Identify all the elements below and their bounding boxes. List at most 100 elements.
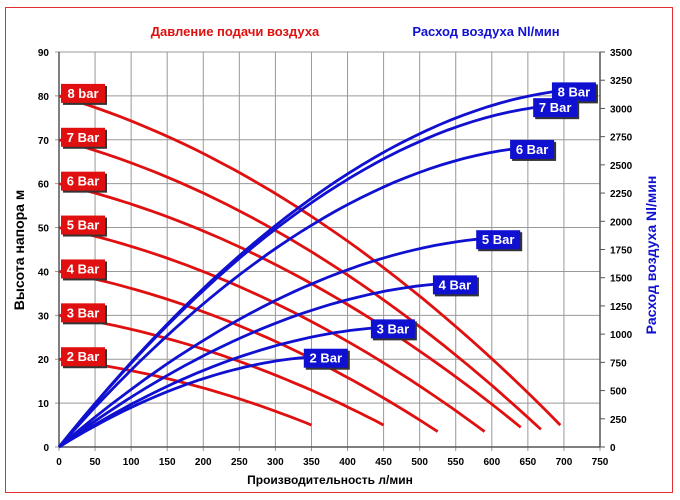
airflow-label: 3 Bar <box>370 319 417 341</box>
label-box <box>370 319 415 339</box>
y-right-tick-label: 250 <box>610 415 627 426</box>
label-text: 6 Bar <box>67 174 100 189</box>
y-right-tick-label: 3500 <box>610 48 633 59</box>
y-right-axis-label: Расход воздуха Nl/мин <box>643 176 659 335</box>
y-right-tick-label: 1250 <box>610 302 633 313</box>
x-tick-label: 500 <box>411 457 428 468</box>
y-right-tick-label: 1000 <box>610 330 633 341</box>
label-text: 5 Bar <box>482 232 515 247</box>
label-text: 7 Bar <box>539 100 572 115</box>
label-text: 8 bar <box>67 86 98 101</box>
label-box <box>303 348 348 368</box>
y-right-tick-label: 0 <box>610 443 616 454</box>
x-tick-label: 100 <box>123 457 140 468</box>
y-right-tick-label: 3250 <box>610 76 633 87</box>
y-right-tick-label: 2250 <box>610 189 633 200</box>
airflow-label: 7 Bar <box>533 98 580 120</box>
title-airflow: Расход воздуха Nl/мин <box>412 24 559 39</box>
pressure-label: 2 Bar <box>61 347 107 369</box>
x-tick-label: 50 <box>90 457 102 468</box>
label-text: 8 Bar <box>558 84 591 99</box>
label-box <box>533 98 578 118</box>
x-tick-label: 650 <box>520 457 537 468</box>
pressure-label: 5 Bar <box>61 215 107 237</box>
y-right-tick-label: 2500 <box>610 161 633 172</box>
airflow-curve-2-bar <box>58 355 316 449</box>
airflow-label: 2 Bar <box>303 348 350 370</box>
title-pressure: Давление подачи воздуха <box>151 24 320 39</box>
x-tick-label: 750 <box>592 457 609 468</box>
airflow-label: 8 Bar <box>551 82 598 104</box>
label-box <box>476 230 521 250</box>
pressure-curve-4-bar <box>58 270 439 433</box>
y-right-tick-label: 1500 <box>610 274 633 285</box>
airflow-label: 4 Bar <box>432 275 479 297</box>
label-text: 5 Bar <box>67 218 100 233</box>
label-text: 2 Bar <box>67 349 100 364</box>
label-box <box>61 259 105 279</box>
label-box <box>551 82 596 102</box>
y-left-axis-label: Высота напора м <box>11 190 27 310</box>
x-tick-label: 450 <box>375 457 392 468</box>
x-tick-label: 150 <box>159 457 176 468</box>
y-left-tick-label: 0 <box>43 443 49 454</box>
pressure-label: 7 Bar <box>61 127 107 149</box>
airflow-curve-6-bar <box>57 146 523 448</box>
x-tick-label: 300 <box>267 457 284 468</box>
pressure-label: 6 Bar <box>61 171 107 193</box>
airflow-curve-7-bar <box>57 104 546 448</box>
label-text: 3 Bar <box>377 321 410 336</box>
y-right-tick-label: 3000 <box>610 104 633 115</box>
y-left-tick-label: 90 <box>38 48 50 59</box>
x-tick-label: 600 <box>483 457 500 468</box>
x-tick-label: 200 <box>195 457 212 468</box>
pressure-curve-8-bar <box>58 94 562 427</box>
y-right-tick-label: 750 <box>610 358 627 369</box>
y-left-tick-label: 30 <box>38 311 50 322</box>
pressure-label: 4 Bar <box>61 259 107 281</box>
airflow-label: 5 Bar <box>476 230 523 252</box>
label-text: 4 Bar <box>439 277 472 292</box>
y-left-tick-label: 40 <box>38 267 50 278</box>
y-left-tick-label: 80 <box>38 92 50 103</box>
label-box <box>61 127 105 147</box>
y-right-tick-label: 1750 <box>610 246 633 257</box>
y-left-tick-label: 50 <box>38 224 50 235</box>
label-text: 2 Bar <box>310 351 343 366</box>
y-left-tick-label: 10 <box>38 399 50 410</box>
x-axis-label: Производительность л/мин <box>247 473 413 487</box>
x-tick-label: 250 <box>231 457 248 468</box>
pressure-label: 3 Bar <box>61 303 107 325</box>
label-text: 4 Bar <box>67 261 100 276</box>
label-text: 7 Bar <box>67 130 100 145</box>
y-left-tick-label: 70 <box>38 136 50 147</box>
pressure-curve-6-bar <box>58 182 522 429</box>
x-tick-label: 400 <box>339 457 356 468</box>
label-text: 3 Bar <box>67 305 100 320</box>
x-tick-label: 0 <box>56 457 62 468</box>
x-tick-label: 550 <box>447 457 464 468</box>
label-box <box>61 303 105 323</box>
airflow-label: 6 Bar <box>510 139 557 161</box>
label-box <box>61 215 105 235</box>
label-text: 6 Bar <box>516 142 549 157</box>
y-right-tick-label: 500 <box>610 387 627 398</box>
label-box <box>61 347 105 367</box>
label-box <box>61 171 105 191</box>
pressure-curve-7-bar <box>58 138 542 431</box>
pressure-curve-3-bar <box>58 313 385 427</box>
airflow-curve-5-bar <box>58 236 489 449</box>
airflow-curve-3-bar <box>58 326 383 449</box>
chart-frame <box>5 7 673 493</box>
pressure-label: 8 bar <box>61 83 107 105</box>
x-tick-label: 700 <box>556 457 573 468</box>
label-box <box>432 275 477 295</box>
y-left-tick-label: 60 <box>38 180 50 191</box>
y-right-tick-label: 2000 <box>610 217 633 228</box>
y-left-tick-label: 20 <box>38 355 50 366</box>
y-right-tick-label: 2750 <box>610 133 633 144</box>
x-tick-label: 350 <box>303 457 320 468</box>
label-box <box>510 139 555 159</box>
label-box <box>61 83 105 103</box>
